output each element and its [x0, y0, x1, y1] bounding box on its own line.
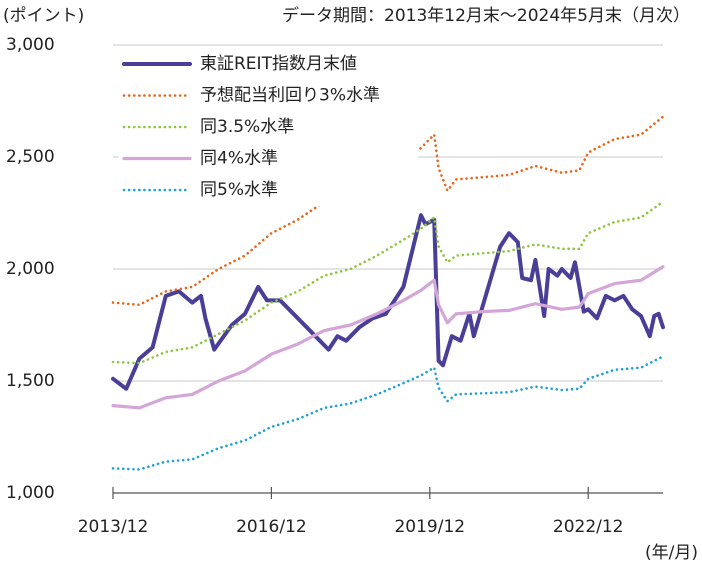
series-line	[111, 355, 665, 471]
y-axis-label: (ポイント)	[3, 6, 84, 26]
x-tick-label: 2022/12	[553, 517, 624, 537]
y-tick-label: 2,500	[6, 147, 55, 167]
legend-label: 同4%水準	[200, 149, 278, 169]
x-tick-label: 2019/12	[394, 517, 465, 537]
x-tick-label: 2016/12	[236, 517, 307, 537]
x-axis-label: (年/月)	[645, 543, 698, 563]
y-tick-label: 2,000	[6, 259, 55, 279]
y-tick-label: 3,000	[6, 35, 55, 55]
chart-title: データ期間：2013年12月末～2024年5月末（月次）	[282, 5, 690, 26]
legend-label: 同5%水準	[200, 180, 278, 200]
y-tick-label: 1,000	[6, 483, 55, 503]
legend-background	[118, 48, 418, 206]
legend-label: 東証REIT指数月末値	[200, 54, 357, 74]
legend-label: 同3.5%水準	[200, 117, 294, 137]
series-line	[111, 213, 665, 391]
y-tick-label: 1,500	[6, 371, 55, 391]
x-tick-label: 2013/12	[78, 517, 149, 537]
series-line	[111, 115, 665, 307]
legend-label: 予想配当利回り3%水準	[200, 86, 380, 106]
series-line	[111, 200, 665, 365]
series-line	[111, 265, 665, 410]
